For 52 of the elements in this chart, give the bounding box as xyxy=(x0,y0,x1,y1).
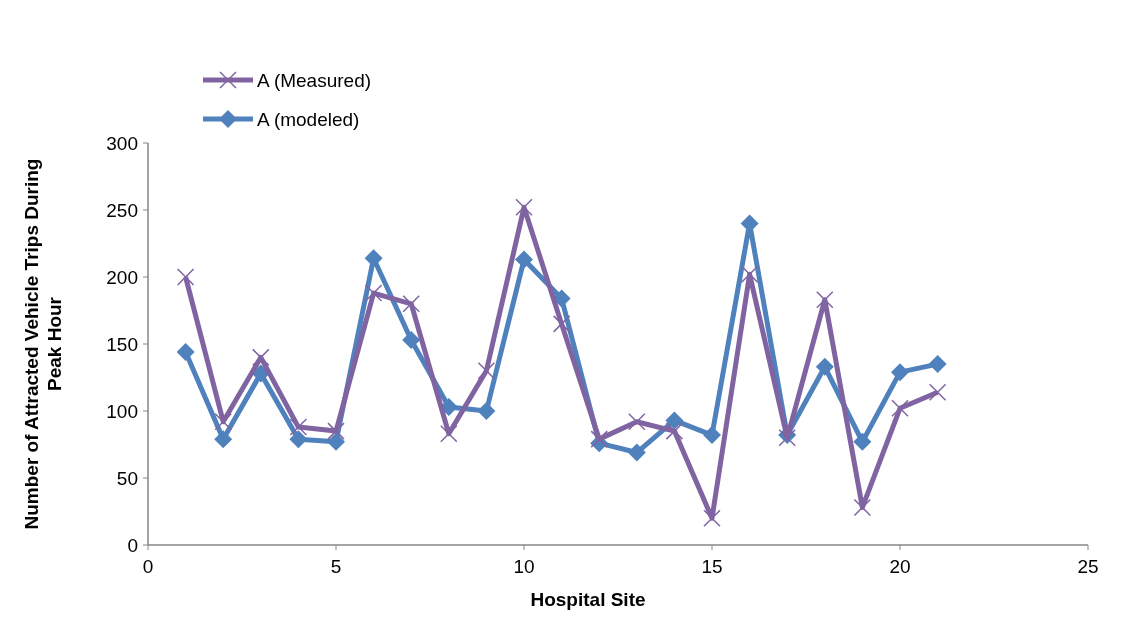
point xyxy=(928,355,947,374)
y-tick-label: 300 xyxy=(106,132,138,154)
point xyxy=(627,443,646,462)
point xyxy=(214,412,232,431)
point xyxy=(402,295,420,313)
point xyxy=(703,509,721,527)
point xyxy=(327,422,345,440)
y-axis-title: Number of Attracted Vehicle Trips During Peak Hour xyxy=(21,158,65,530)
point xyxy=(590,430,608,448)
point xyxy=(891,363,909,382)
x-tick-label: 0 xyxy=(142,556,154,577)
point xyxy=(176,343,195,362)
point xyxy=(515,198,533,217)
x-tick-label: 20 xyxy=(889,556,911,577)
point xyxy=(252,348,270,367)
y-tick-label: 150 xyxy=(106,333,138,355)
point xyxy=(740,265,759,284)
point xyxy=(289,430,308,449)
y-tick-label: 50 xyxy=(116,467,138,489)
point xyxy=(928,383,947,401)
point xyxy=(628,412,646,431)
point xyxy=(364,249,383,268)
point xyxy=(703,426,721,445)
point xyxy=(477,362,496,380)
y-tick-label: 250 xyxy=(106,199,138,221)
x-axis-title: Hospital Site xyxy=(530,589,646,610)
legend-label: A (modeled) xyxy=(257,108,360,130)
point xyxy=(402,330,421,349)
point xyxy=(176,268,195,286)
y-tick-label: 100 xyxy=(106,400,138,422)
point xyxy=(552,315,571,333)
point xyxy=(815,357,834,376)
point xyxy=(665,411,684,430)
point xyxy=(665,422,684,440)
x-tick-label: 25 xyxy=(1077,556,1099,577)
point xyxy=(515,250,533,269)
point xyxy=(853,432,872,451)
x-tick-label: 5 xyxy=(330,556,342,577)
x-tick-label: 15 xyxy=(701,556,723,577)
point xyxy=(891,399,909,418)
y-tick-label: 200 xyxy=(106,266,138,288)
legend-label: A (Measured) xyxy=(257,69,372,91)
x-tick-label: 10 xyxy=(513,556,535,577)
y-tick-label: 0 xyxy=(127,534,138,556)
point xyxy=(214,430,233,449)
point xyxy=(853,498,872,517)
point xyxy=(289,418,308,436)
point xyxy=(440,425,458,443)
point xyxy=(364,284,383,302)
point xyxy=(816,291,834,309)
point xyxy=(327,432,345,451)
point xyxy=(477,402,496,420)
